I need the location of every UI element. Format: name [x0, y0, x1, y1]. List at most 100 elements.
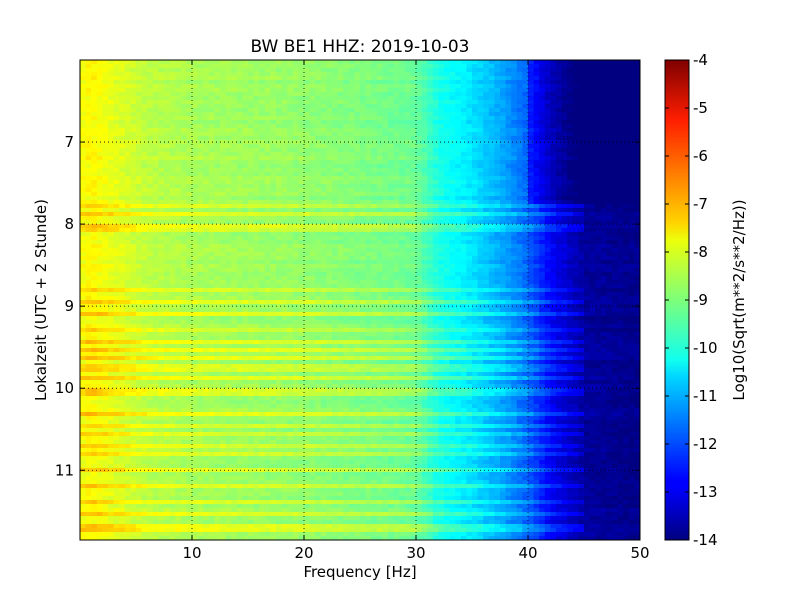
heatmap-cell: [483, 236, 490, 241]
heatmap-cell: [158, 176, 165, 181]
heatmap-cell: [432, 232, 439, 237]
heatmap-cell: [130, 196, 137, 201]
heatmap-cell: [528, 132, 534, 137]
heatmap-cell: [304, 120, 310, 125]
heatmap-cell: [264, 148, 271, 153]
heatmap-cell: [628, 168, 635, 173]
heatmap-cell: [164, 100, 170, 105]
heatmap-cell: [270, 68, 277, 73]
heatmap-cell: [130, 128, 137, 133]
heatmap-cell: [600, 80, 607, 85]
heatmap-cell: [248, 236, 254, 241]
heatmap-cell: [584, 160, 590, 165]
heatmap-cell: [203, 144, 210, 149]
heatmap-cell: [550, 236, 557, 241]
heatmap-cell: [550, 120, 557, 125]
heatmap-cell: [472, 76, 478, 81]
heatmap-cell: [371, 152, 378, 157]
heatmap-cell: [617, 128, 624, 133]
heatmap-cell: [432, 100, 439, 105]
heatmap-cell: [365, 200, 372, 205]
heatmap-cell: [550, 152, 557, 157]
heatmap-cell: [192, 156, 198, 161]
heatmap-cell: [360, 80, 366, 85]
heatmap-cell: [399, 84, 406, 89]
heatmap-cell: [337, 152, 344, 157]
heatmap-cell: [449, 180, 456, 185]
heatmap-cell: [164, 148, 170, 153]
heatmap-cell: [421, 76, 428, 81]
heatmap-cell: [488, 128, 495, 133]
heatmap-cell: [197, 132, 204, 137]
heatmap-cell: [600, 76, 607, 81]
heatmap-cell: [432, 120, 439, 125]
heatmap-cell: [326, 252, 333, 257]
heatmap-cell: [136, 60, 142, 65]
heatmap-cell: [628, 248, 635, 253]
heatmap-cell: [214, 240, 221, 245]
heatmap-cell: [85, 176, 92, 181]
heatmap-cell: [466, 152, 473, 157]
heatmap-cell: [634, 204, 641, 209]
heatmap-cell: [572, 224, 579, 229]
heatmap-cell: [192, 180, 198, 185]
heatmap-cell: [276, 124, 282, 129]
heatmap-cell: [326, 152, 333, 157]
heatmap-cell: [477, 100, 484, 105]
heatmap-cell: [617, 216, 624, 221]
heatmap-cell: [264, 240, 271, 245]
heatmap-cell: [152, 212, 159, 217]
heatmap-cell: [152, 60, 159, 65]
heatmap-cell: [214, 128, 221, 133]
heatmap-cell: [449, 240, 456, 245]
heatmap-cell: [477, 144, 484, 149]
heatmap-cell: [113, 116, 120, 121]
heatmap-cell: [528, 120, 534, 125]
heatmap-cell: [460, 204, 467, 209]
heatmap-cell: [488, 148, 495, 153]
heatmap-cell: [113, 112, 120, 117]
heatmap-cell: [208, 128, 215, 133]
heatmap-cell: [102, 196, 109, 201]
heatmap-cell: [595, 228, 602, 233]
heatmap-cell: [348, 196, 355, 201]
heatmap-cell: [578, 208, 585, 213]
heatmap-cell: [136, 248, 142, 253]
heatmap-cell: [298, 220, 305, 225]
heatmap-cell: [85, 172, 92, 177]
heatmap-cell: [544, 256, 551, 261]
heatmap-cell: [528, 220, 534, 225]
heatmap-cell: [158, 128, 165, 133]
heatmap-cell: [494, 236, 501, 241]
heatmap-cell: [432, 164, 439, 169]
heatmap-cell: [113, 108, 120, 113]
heatmap-cell: [231, 108, 238, 113]
heatmap-cell: [337, 164, 344, 169]
heatmap-cell: [214, 208, 221, 213]
heatmap-cell: [589, 136, 596, 141]
heatmap-cell: [600, 108, 607, 113]
heatmap-cell: [477, 216, 484, 221]
heatmap-cell: [578, 192, 585, 197]
heatmap-cell: [528, 188, 534, 193]
heatmap-cell: [393, 228, 400, 233]
heatmap-cell: [483, 256, 490, 261]
heatmap-cell: [455, 140, 462, 145]
heatmap-cell: [113, 76, 120, 81]
heatmap-cell: [556, 256, 562, 261]
heatmap-cell: [589, 248, 596, 253]
heatmap-cell: [578, 172, 585, 177]
heatmap-cell: [410, 60, 417, 65]
heatmap-cell: [544, 220, 551, 225]
heatmap-cell: [589, 60, 596, 65]
heatmap-cell: [388, 224, 394, 229]
heatmap-cell: [449, 84, 456, 89]
heatmap-cell: [477, 220, 484, 225]
heatmap-cell: [287, 108, 294, 113]
heatmap-cell: [589, 244, 596, 249]
heatmap-cell: [584, 128, 590, 133]
heatmap-cell: [113, 160, 120, 165]
heatmap-cell: [589, 180, 596, 185]
heatmap-cell: [248, 112, 254, 117]
heatmap-cell: [203, 232, 210, 237]
